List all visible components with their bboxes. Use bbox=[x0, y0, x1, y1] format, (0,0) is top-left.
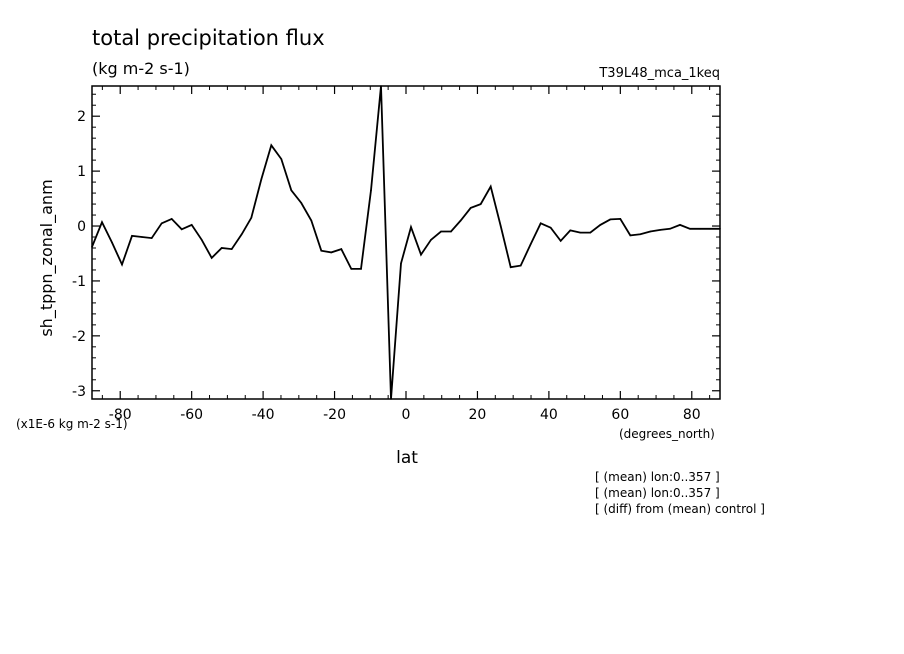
y-tick-label: -3 bbox=[72, 384, 86, 400]
chart-subtitle: (kg m-2 s-1) bbox=[92, 59, 190, 78]
data-point bbox=[440, 230, 442, 233]
data-point bbox=[589, 231, 592, 234]
y-tick-label: 2 bbox=[77, 109, 86, 125]
data-point bbox=[549, 226, 552, 229]
data-point bbox=[240, 233, 243, 236]
data-point bbox=[150, 237, 153, 239]
data-point bbox=[370, 189, 372, 192]
data-point bbox=[579, 231, 582, 234]
data-point bbox=[509, 266, 512, 269]
data-point bbox=[669, 227, 671, 230]
data-point bbox=[609, 218, 612, 221]
data-point bbox=[629, 234, 632, 237]
data-point bbox=[539, 222, 542, 225]
data-point bbox=[290, 189, 293, 192]
data-point bbox=[360, 268, 362, 270]
x-axis-units: (degrees_north) bbox=[619, 427, 715, 441]
data-point bbox=[400, 262, 402, 265]
series-layer bbox=[91, 85, 721, 400]
x-tick-label: -20 bbox=[323, 407, 346, 423]
series-line bbox=[91, 85, 720, 400]
x-tick-label: -80 bbox=[109, 407, 132, 423]
data-point bbox=[330, 251, 333, 254]
data-point bbox=[101, 221, 103, 223]
data-point bbox=[111, 241, 113, 244]
x-tick-label: 60 bbox=[611, 407, 629, 423]
data-point bbox=[489, 185, 492, 188]
x-tick-label: 40 bbox=[540, 407, 558, 423]
data-point bbox=[459, 219, 462, 222]
data-point bbox=[450, 230, 452, 233]
data-point bbox=[320, 249, 323, 252]
data-point bbox=[519, 264, 522, 267]
x-tick-label: -40 bbox=[252, 407, 275, 423]
data-point bbox=[420, 253, 422, 256]
data-point bbox=[280, 158, 283, 160]
data-point bbox=[689, 227, 691, 230]
x-tick-label: 80 bbox=[683, 407, 701, 423]
data-point bbox=[599, 224, 602, 226]
data-point bbox=[430, 238, 432, 241]
run-label: T39L48_mca_1keq bbox=[598, 66, 720, 81]
y-tick-label: 0 bbox=[77, 219, 86, 235]
data-point bbox=[559, 240, 562, 242]
data-point bbox=[639, 233, 642, 236]
note-line-2: [ (mean) lon:0..357 ] bbox=[595, 486, 720, 500]
data-point bbox=[649, 230, 652, 233]
data-point bbox=[569, 229, 572, 232]
y-scale-note: (x1E-6 kg m-2 s-1) bbox=[16, 417, 128, 431]
x-axis-ticks: -80 -60 -40 -20 0 20 40 60 80 bbox=[101, 86, 711, 423]
data-point bbox=[659, 229, 662, 231]
chart-title: total precipitation flux bbox=[92, 26, 325, 50]
x-tick-label: 0 bbox=[402, 407, 411, 423]
data-point bbox=[121, 263, 123, 266]
y-tick-label: -2 bbox=[72, 329, 86, 345]
data-point bbox=[350, 268, 353, 270]
data-point bbox=[200, 238, 203, 241]
data-point bbox=[699, 227, 701, 230]
data-point bbox=[141, 236, 143, 238]
data-point bbox=[310, 219, 313, 222]
note-line-1: [ (mean) lon:0..357 ] bbox=[595, 470, 720, 484]
y-tick-label: 1 bbox=[77, 164, 86, 180]
data-point bbox=[679, 224, 681, 226]
data-point bbox=[190, 224, 193, 226]
data-point bbox=[230, 248, 233, 250]
data-point bbox=[619, 218, 622, 220]
data-point bbox=[469, 207, 472, 209]
x-tick-label: 20 bbox=[469, 407, 487, 423]
x-axis-label: lat bbox=[396, 448, 418, 468]
y-axis-ticks: -3 -2 -1 0 1 2 bbox=[72, 93, 720, 400]
data-point bbox=[220, 247, 223, 249]
data-point bbox=[250, 216, 253, 219]
plot-frame bbox=[91, 85, 721, 400]
data-point bbox=[340, 248, 343, 250]
data-point bbox=[180, 228, 183, 231]
data-point bbox=[709, 227, 711, 230]
data-point bbox=[300, 202, 303, 204]
data-point bbox=[170, 218, 173, 220]
data-point bbox=[210, 257, 213, 259]
data-point bbox=[260, 178, 263, 181]
x-tick-label: -60 bbox=[180, 407, 203, 423]
data-point bbox=[270, 144, 273, 147]
data-point bbox=[160, 222, 163, 225]
data-point bbox=[479, 203, 482, 205]
note-line-3: [ (diff) from (mean) control ] bbox=[595, 502, 765, 516]
data-point bbox=[499, 225, 502, 227]
y-tick-label: -1 bbox=[72, 274, 86, 290]
data-point bbox=[131, 235, 133, 237]
y-axis-label: sh_tppn_zonal_anm bbox=[37, 179, 57, 336]
data-point bbox=[410, 226, 412, 228]
data-point bbox=[529, 243, 532, 245]
